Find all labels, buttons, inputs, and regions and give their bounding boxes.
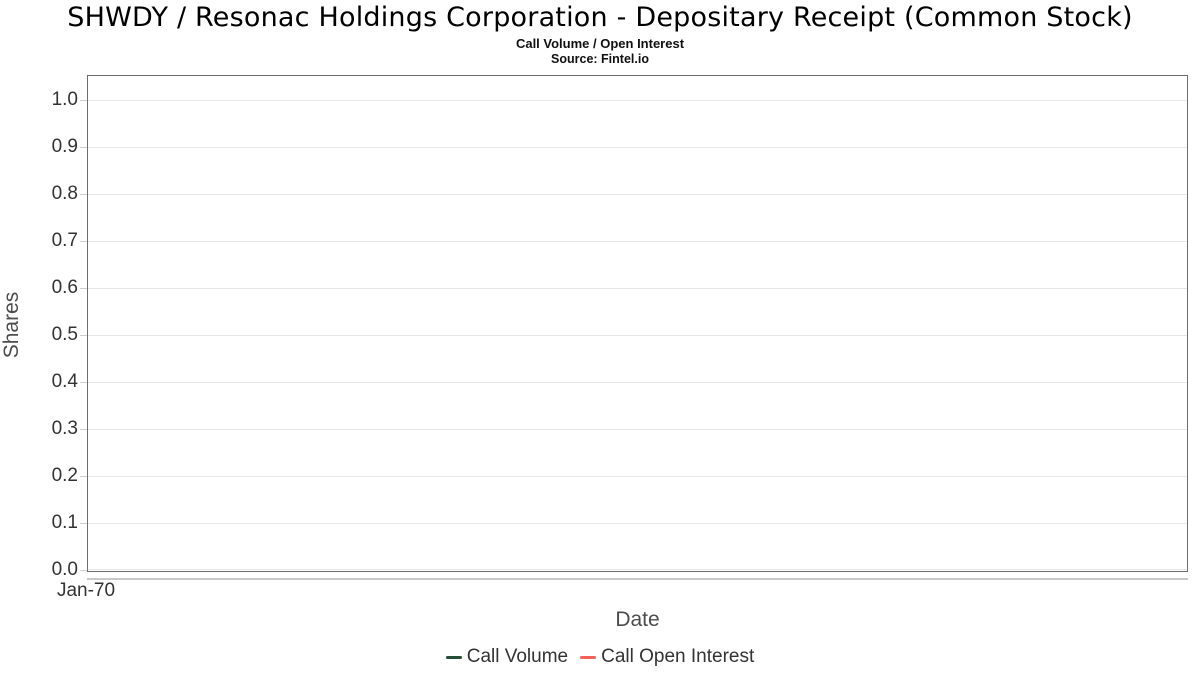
gridline	[88, 100, 1187, 101]
y-tick-mark	[80, 288, 87, 289]
y-tick-mark	[80, 476, 87, 477]
y-tick-label: 0.5	[51, 324, 78, 345]
legend-item-call-open-interest[interactable]: Call Open Interest	[580, 646, 754, 668]
y-tick-mark	[80, 382, 87, 383]
y-axis-label: Shares	[0, 291, 23, 359]
call-volume-line-marker	[445, 655, 462, 659]
y-tick-mark	[80, 523, 87, 524]
y-tick-label: 0.4	[51, 371, 78, 392]
call-open-interest-line-marker	[580, 655, 597, 659]
y-tick-label: 0.0	[51, 559, 78, 580]
y-tick-mark	[80, 147, 87, 148]
y-tick-label: 0.9	[51, 136, 78, 157]
plot-area	[87, 75, 1188, 572]
gridline	[88, 194, 1187, 195]
gridline	[88, 429, 1187, 430]
gridline	[88, 241, 1187, 242]
legend-item-call-volume[interactable]: Call Volume	[445, 646, 569, 668]
legend: Call Volume Call Open Interest	[0, 646, 1200, 668]
gridline	[88, 147, 1187, 148]
y-tick-label: 0.3	[51, 418, 78, 439]
chart-source-credit: Source: Fintel.io	[551, 52, 649, 66]
y-tick-label: 0.6	[51, 277, 78, 298]
y-tick-mark	[80, 570, 87, 571]
y-tick-label: 0.8	[51, 183, 78, 204]
x-tick-label: Jan-70	[56, 580, 116, 601]
y-tick-label: 0.7	[51, 230, 78, 251]
chart-title: SHWDY / Resonac Holdings Corporation - D…	[67, 2, 1133, 33]
y-tick-mark	[80, 194, 87, 195]
y-tick-mark	[80, 241, 87, 242]
chart-subtitle: Call Volume / Open Interest	[515, 36, 685, 51]
gridline	[88, 523, 1187, 524]
y-tick-label: 1.0	[51, 89, 78, 110]
y-tick-mark	[80, 335, 87, 336]
y-tick-mark	[80, 100, 87, 101]
x-axis-line	[87, 578, 1188, 580]
gridline	[88, 382, 1187, 383]
gridline	[88, 288, 1187, 289]
x-axis-label: Date	[615, 608, 660, 631]
legend-label-call-open-interest: Call Open Interest	[601, 646, 755, 667]
gridline	[88, 476, 1187, 477]
y-tick-label: 0.1	[51, 512, 78, 533]
y-tick-mark	[80, 429, 87, 430]
y-tick-label: 0.2	[51, 465, 78, 486]
gridline	[88, 569, 1187, 570]
legend-label-call-volume: Call Volume	[466, 646, 569, 667]
gridline	[88, 335, 1187, 336]
